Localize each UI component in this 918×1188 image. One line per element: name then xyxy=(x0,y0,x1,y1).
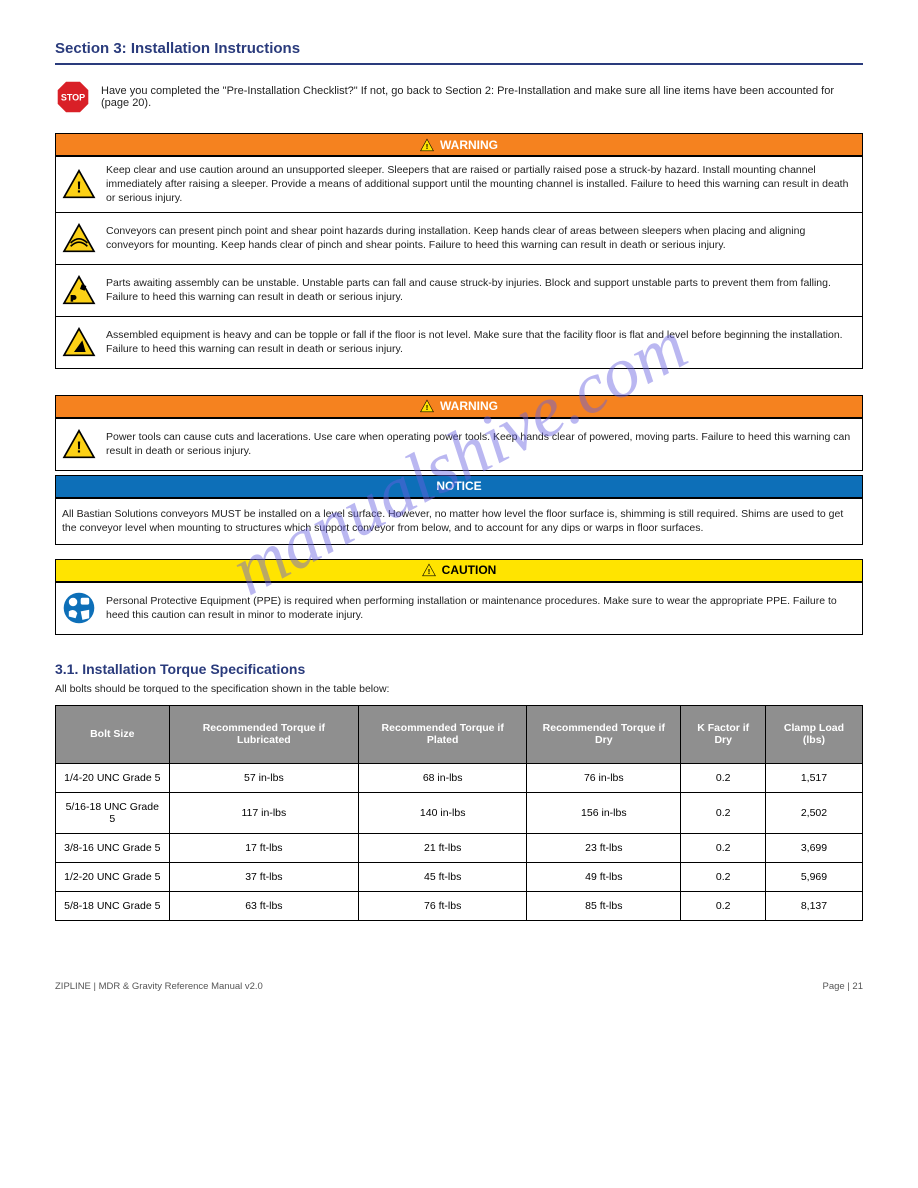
table-cell: 85 ft-lbs xyxy=(527,891,681,920)
table-cell: 8,137 xyxy=(765,891,862,920)
table-cell: 156 in-lbs xyxy=(527,792,681,833)
table-cell: 76 in-lbs xyxy=(527,763,681,792)
table-cell: 45 ft-lbs xyxy=(359,862,527,891)
table-row: 1/4-20 UNC Grade 557 in-lbs68 in-lbs76 i… xyxy=(56,763,863,792)
table-cell: 3,699 xyxy=(765,833,862,862)
warning1-header: ! WARNING xyxy=(56,134,862,156)
notice-header-label: NOTICE xyxy=(436,479,481,493)
table-cell: 1/4-20 UNC Grade 5 xyxy=(56,763,170,792)
svg-text:!: ! xyxy=(426,403,429,412)
hazard-icon: ! xyxy=(62,169,96,199)
warning1-row-3: Assembled equipment is heavy and can be … xyxy=(56,316,862,368)
section-title: Section 3: Installation Instructions xyxy=(55,40,863,57)
warning2-header-label: WARNING xyxy=(440,399,498,413)
table-cell: 5/16-18 UNC Grade 5 xyxy=(56,792,170,833)
caution-header: ! CAUTION xyxy=(56,560,862,582)
notice-block: NOTICE All Bastian Solutions conveyors M… xyxy=(55,475,863,545)
table-row: 5/8-18 UNC Grade 563 ft-lbs76 ft-lbs85 f… xyxy=(56,891,863,920)
table-cell: 5,969 xyxy=(765,862,862,891)
caution-text-0: Personal Protective Equipment (PPE) is r… xyxy=(106,594,852,622)
tip-icon xyxy=(62,327,96,357)
notice-header: NOTICE xyxy=(56,476,862,498)
footer-right: Page | 21 xyxy=(822,981,863,992)
footer-left: ZIPLINE | MDR & Gravity Reference Manual… xyxy=(55,981,263,992)
svg-text:STOP: STOP xyxy=(61,93,85,103)
table-cell: 0.2 xyxy=(681,862,765,891)
notice-row-0: All Bastian Solutions conveyors MUST be … xyxy=(56,498,862,544)
alert-icon: ! xyxy=(420,138,434,152)
table-cell: 5/8-18 UNC Grade 5 xyxy=(56,891,170,920)
warning1-header-label: WARNING xyxy=(440,138,498,152)
th-3: Recommended Torque if Dry xyxy=(527,705,681,763)
svg-text:!: ! xyxy=(76,439,81,456)
stop-note-text: Have you completed the "Pre-Installation… xyxy=(101,85,863,109)
alert-icon: ! xyxy=(422,563,436,577)
table-cell: 76 ft-lbs xyxy=(359,891,527,920)
hazard-icon: ! xyxy=(62,429,96,459)
warning2-header: ! WARNING xyxy=(56,396,862,418)
caution-row-0: Personal Protective Equipment (PPE) is r… xyxy=(56,582,862,634)
svg-text:!: ! xyxy=(426,142,429,151)
th-5: Clamp Load (lbs) xyxy=(765,705,862,763)
stop-icon: STOP xyxy=(55,79,91,115)
title-rule xyxy=(55,63,863,65)
th-4: K Factor if Dry xyxy=(681,705,765,763)
notice-text-0: All Bastian Solutions conveyors MUST be … xyxy=(62,507,852,535)
table-cell: 17 ft-lbs xyxy=(169,833,359,862)
table-cell: 37 ft-lbs xyxy=(169,862,359,891)
table-row: 1/2-20 UNC Grade 537 ft-lbs45 ft-lbs49 f… xyxy=(56,862,863,891)
warning1-row-2: Parts awaiting assembly can be unstable.… xyxy=(56,264,862,316)
torque-table: Bolt Size Recommended Torque if Lubricat… xyxy=(55,705,863,921)
table-cell: 1,517 xyxy=(765,763,862,792)
caution-block: ! CAUTION Personal Protective Equipment … xyxy=(55,559,863,635)
table-cell: 23 ft-lbs xyxy=(527,833,681,862)
table-cell: 140 in-lbs xyxy=(359,792,527,833)
torque-heading: 3.1. Installation Torque Specifications xyxy=(55,661,863,677)
warning1-text-1: Conveyors can present pinch point and sh… xyxy=(106,224,852,252)
warning1-text-0: Keep clear and use caution around an uns… xyxy=(106,163,852,206)
table-cell: 68 in-lbs xyxy=(359,763,527,792)
th-0: Bolt Size xyxy=(56,705,170,763)
table-cell: 0.2 xyxy=(681,833,765,862)
warning1-row-0: ! Keep clear and use caution around an u… xyxy=(56,156,862,212)
falling-icon xyxy=(62,275,96,305)
ppe-icon xyxy=(62,591,96,625)
table-header-row: Bolt Size Recommended Torque if Lubricat… xyxy=(56,705,863,763)
warning2-text-0: Power tools can cause cuts and laceratio… xyxy=(106,430,852,458)
alert-icon: ! xyxy=(420,399,434,413)
table-cell: 1/2-20 UNC Grade 5 xyxy=(56,862,170,891)
warning1-text-2: Parts awaiting assembly can be unstable.… xyxy=(106,276,852,304)
th-1: Recommended Torque if Lubricated xyxy=(169,705,359,763)
pinch-icon xyxy=(62,223,96,253)
warning2-row-0: ! Power tools can cause cuts and lacerat… xyxy=(56,418,862,470)
warning1-text-3: Assembled equipment is heavy and can be … xyxy=(106,328,852,356)
table-cell: 0.2 xyxy=(681,792,765,833)
stop-note-row: STOP Have you completed the "Pre-Install… xyxy=(55,79,863,115)
table-cell: 0.2 xyxy=(681,763,765,792)
table-cell: 21 ft-lbs xyxy=(359,833,527,862)
caution-header-label: CAUTION xyxy=(442,563,497,577)
warning1-row-1: Conveyors can present pinch point and sh… xyxy=(56,212,862,264)
warning-block-1: ! WARNING ! Keep clear and use caution a… xyxy=(55,133,863,369)
table-cell: 0.2 xyxy=(681,891,765,920)
torque-intro: All bolts should be torqued to the speci… xyxy=(55,683,863,695)
table-cell: 63 ft-lbs xyxy=(169,891,359,920)
table-row: 5/16-18 UNC Grade 5117 in-lbs140 in-lbs1… xyxy=(56,792,863,833)
table-cell: 2,502 xyxy=(765,792,862,833)
table-cell: 117 in-lbs xyxy=(169,792,359,833)
table-cell: 49 ft-lbs xyxy=(527,862,681,891)
warning-block-2: ! WARNING ! Power tools can cause cuts a… xyxy=(55,395,863,471)
svg-text:!: ! xyxy=(427,567,430,576)
table-cell: 57 in-lbs xyxy=(169,763,359,792)
th-2: Recommended Torque if Plated xyxy=(359,705,527,763)
page-footer: ZIPLINE | MDR & Gravity Reference Manual… xyxy=(55,981,863,992)
table-row: 3/8-16 UNC Grade 517 ft-lbs21 ft-lbs23 f… xyxy=(56,833,863,862)
table-cell: 3/8-16 UNC Grade 5 xyxy=(56,833,170,862)
svg-text:!: ! xyxy=(76,180,81,197)
